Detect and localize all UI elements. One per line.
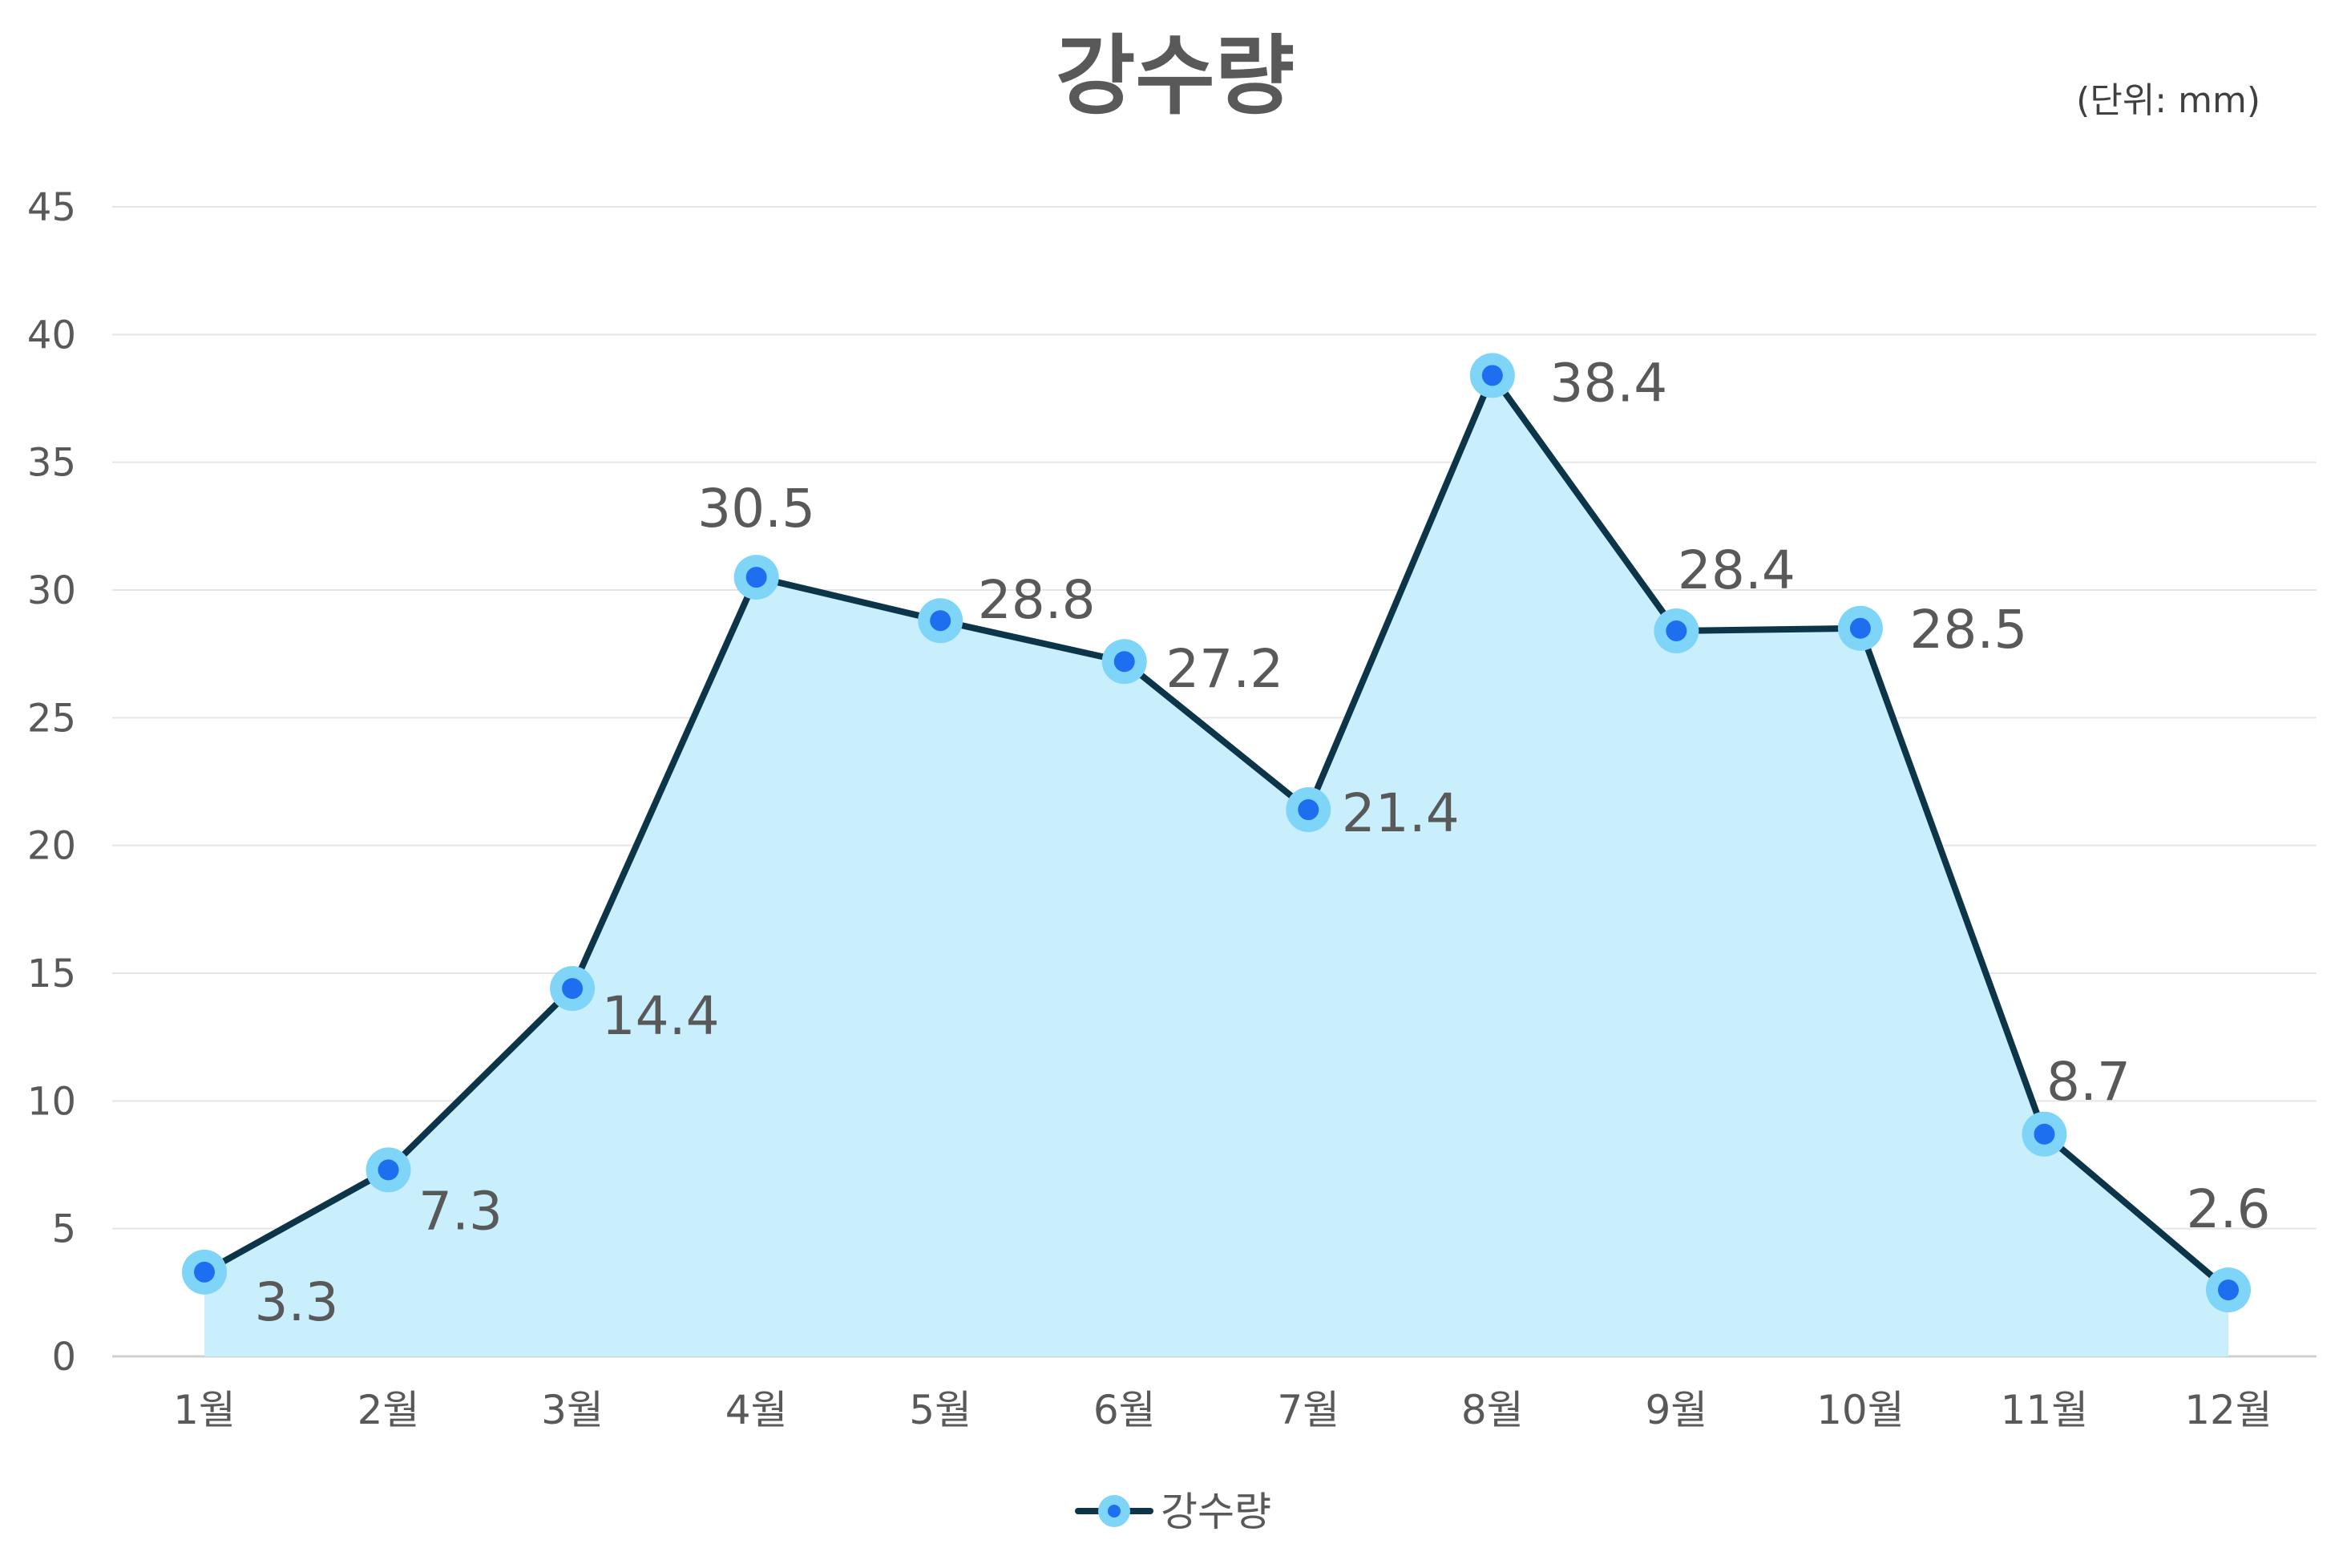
data-point-dot [1481, 365, 1503, 386]
x-tick-label: 8월 [1461, 1387, 1524, 1433]
data-label: 30.5 [697, 478, 815, 540]
x-tick-label: 4월 [725, 1387, 788, 1433]
unit-label: (단위: mm) [2076, 80, 2260, 121]
x-tick-label: 1월 [173, 1387, 236, 1433]
area-fill [204, 375, 2228, 1356]
y-tick-label: 20 [27, 824, 76, 869]
line-layer [203, 372, 2231, 1293]
data-point-dot [194, 1261, 215, 1283]
chart-title: 강수량 [1056, 26, 1295, 127]
y-tick-label: 40 [27, 313, 76, 358]
y-tick-label: 5 [51, 1207, 76, 1252]
data-point-dot [930, 610, 951, 632]
y-tick-label: 45 [27, 185, 76, 230]
x-tick-label: 2월 [357, 1387, 420, 1433]
x-tick-label: 10월 [1816, 1387, 1905, 1433]
x-tick-label: 9월 [1645, 1387, 1707, 1433]
x-tick-label: 12월 [2184, 1387, 2272, 1433]
data-point-dot [1113, 651, 1135, 673]
data-label: 2.6 [2187, 1178, 2271, 1240]
legend-marker-dot [1108, 1505, 1121, 1517]
x-tick-label: 3월 [541, 1387, 604, 1433]
x-tick-label: 7월 [1277, 1387, 1339, 1433]
data-point-dot [1298, 799, 1319, 821]
data-point-dot [562, 978, 584, 1000]
data-label: 21.4 [1342, 782, 1460, 844]
y-tick-label: 30 [27, 568, 76, 613]
data-label: 28.5 [1909, 599, 2027, 661]
area-layer [204, 375, 2228, 1356]
x-axis-ticks: 1월 2월 3월 4월 5월 6월 7월 8월 9월 10월 11월 12월 [173, 1387, 2272, 1433]
y-tick-label: 10 [27, 1079, 76, 1124]
data-label: 27.2 [1165, 638, 1283, 700]
y-tick-label: 0 [51, 1335, 76, 1380]
data-point-dot [2218, 1279, 2239, 1301]
data-label: 28.8 [978, 569, 1096, 631]
y-tick-label: 35 [27, 441, 76, 486]
data-label: 3.3 [255, 1271, 339, 1333]
data-labels: 3.3 7.3 14.4 30.5 28.8 27.2 21.4 38.4 28.4 28.5 8.… [255, 352, 2271, 1333]
legend: 강수량 [1075, 1489, 1271, 1535]
data-label: 8.7 [2046, 1051, 2131, 1113]
x-tick-label: 11월 [2001, 1387, 2089, 1433]
data-label: 38.4 [1549, 352, 1667, 414]
series-line [203, 372, 2231, 1293]
x-tick-label: 5월 [909, 1387, 972, 1433]
data-point-dot [1666, 620, 1687, 641]
data-point-dot [745, 567, 767, 588]
y-tick-label: 25 [27, 696, 76, 741]
data-label: 28.4 [1678, 540, 1796, 601]
y-tick-label: 15 [27, 952, 76, 996]
data-point-dot [1849, 617, 1871, 639]
data-point-dot [378, 1159, 399, 1181]
legend-label: 강수량 [1161, 1489, 1271, 1535]
data-label: 14.4 [602, 985, 720, 1047]
y-axis-ticks: 0 5 10 15 20 25 30 35 40 45 [27, 185, 76, 1380]
markers-layer [182, 353, 2251, 1313]
data-label: 7.3 [418, 1180, 503, 1242]
data-point-dot [2034, 1123, 2055, 1145]
x-tick-label: 6월 [1093, 1387, 1156, 1433]
